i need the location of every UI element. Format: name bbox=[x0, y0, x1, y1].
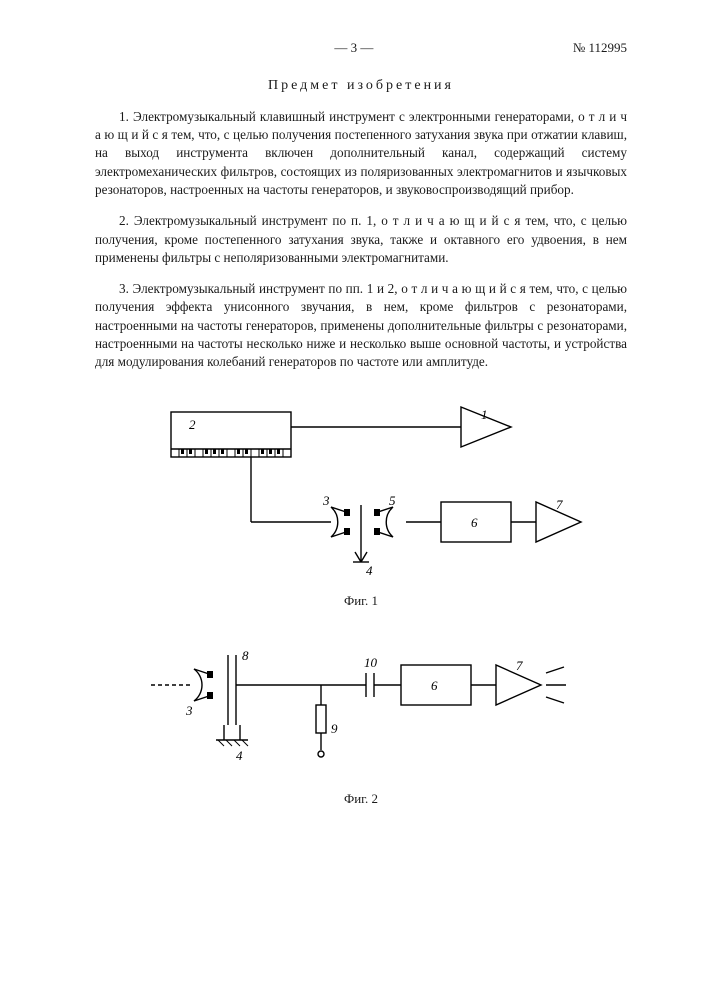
patent-number: № 112995 bbox=[573, 40, 627, 56]
fig1-label-1: 1 bbox=[481, 407, 488, 422]
figure-2: 3 4 6 7 8 9 10 Фиг. 2 bbox=[95, 635, 627, 807]
fig2-label-8: 8 bbox=[242, 648, 249, 663]
fig1-label-4: 4 bbox=[366, 563, 373, 578]
fig1-label-6: 6 bbox=[471, 515, 478, 530]
fig2-label-6: 6 bbox=[431, 678, 438, 693]
fig1-label-7: 7 bbox=[556, 497, 563, 512]
figure-2-caption: Фиг. 2 bbox=[95, 791, 627, 807]
page-number: — 3 — bbox=[95, 40, 573, 56]
fig2-label-4: 4 bbox=[236, 748, 243, 763]
section-title: Предмет изобретения bbox=[95, 78, 627, 94]
fig2-label-10: 10 bbox=[364, 655, 378, 670]
fig2-label-7: 7 bbox=[516, 658, 523, 673]
fig2-label-3: 3 bbox=[185, 703, 193, 718]
fig1-label-5: 5 bbox=[389, 493, 396, 508]
figure-1: 1 2 3 4 5 6 7 Фиг. 1 bbox=[95, 397, 627, 609]
fig1-label-3: 3 bbox=[322, 493, 330, 508]
fig2-label-9: 9 bbox=[331, 721, 338, 736]
figure-2-svg: 3 4 6 7 8 9 10 bbox=[146, 635, 576, 785]
figure-1-svg: 1 2 3 4 5 6 7 bbox=[131, 397, 591, 587]
claim-1: 1. Электромузыкальный клавишный инструме… bbox=[95, 108, 627, 199]
claim-2: 2. Электромузыкальный инструмент по п. 1… bbox=[95, 212, 627, 267]
figure-1-caption: Фиг. 1 bbox=[95, 593, 627, 609]
claim-3: 3. Электромузыкальный инструмент по пп. … bbox=[95, 280, 627, 371]
fig1-label-2: 2 bbox=[189, 417, 196, 432]
